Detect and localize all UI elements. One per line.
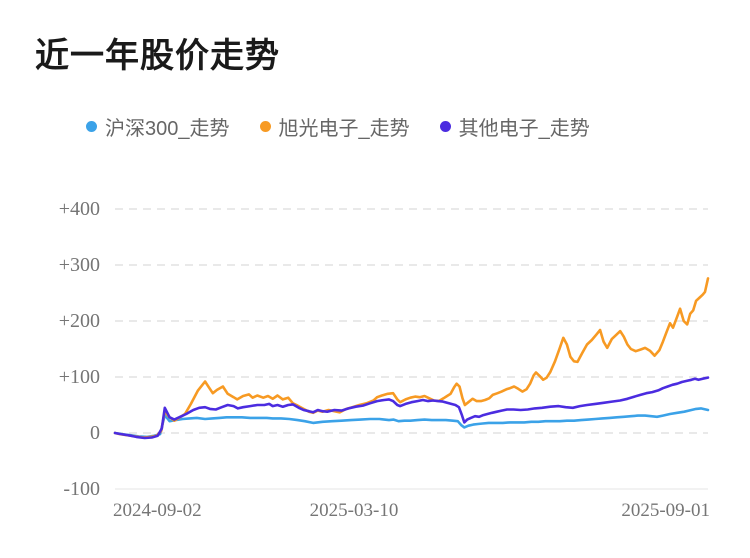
y-axis-label: +300 [58,254,100,276]
x-axis-label: 2024-09-02 [113,500,202,521]
legend-dot-icon [86,121,97,132]
y-axis-label: +100 [58,366,100,388]
legend-label: 其他电子_走势 [458,118,590,140]
legend-item-xuguang[interactable]: 旭光电子_走势 [259,112,410,141]
y-axis-label: 0 [90,422,100,444]
y-axis-label: +200 [58,310,100,332]
series-line-其他电子_走势[interactable] [113,376,710,440]
legend-dot-icon [259,121,271,132]
y-axis-label: -100 [63,478,100,500]
legend-label: 旭光电子_走势 [278,118,410,140]
x-axis-label: 2025-09-01 [621,500,710,521]
legend-item-hs300[interactable]: 沪深300_走势 [86,112,230,141]
series-line-旭光电子_走势[interactable] [113,277,710,439]
legend-dot-icon [439,121,451,132]
x-axis-label: 2025-03-10 [309,500,399,521]
page-title: 近一年股价走势 [35,37,280,75]
series-line-沪深300_走势[interactable] [113,407,710,439]
legend-item-other-electronics[interactable]: 其他电子_走势 [439,112,590,141]
legend: 沪深300_走势 旭光电子_走势 其他电子_走势 [86,112,590,141]
y-axis-label: +400 [58,198,100,220]
legend-label: 沪深300_走势 [105,118,230,140]
